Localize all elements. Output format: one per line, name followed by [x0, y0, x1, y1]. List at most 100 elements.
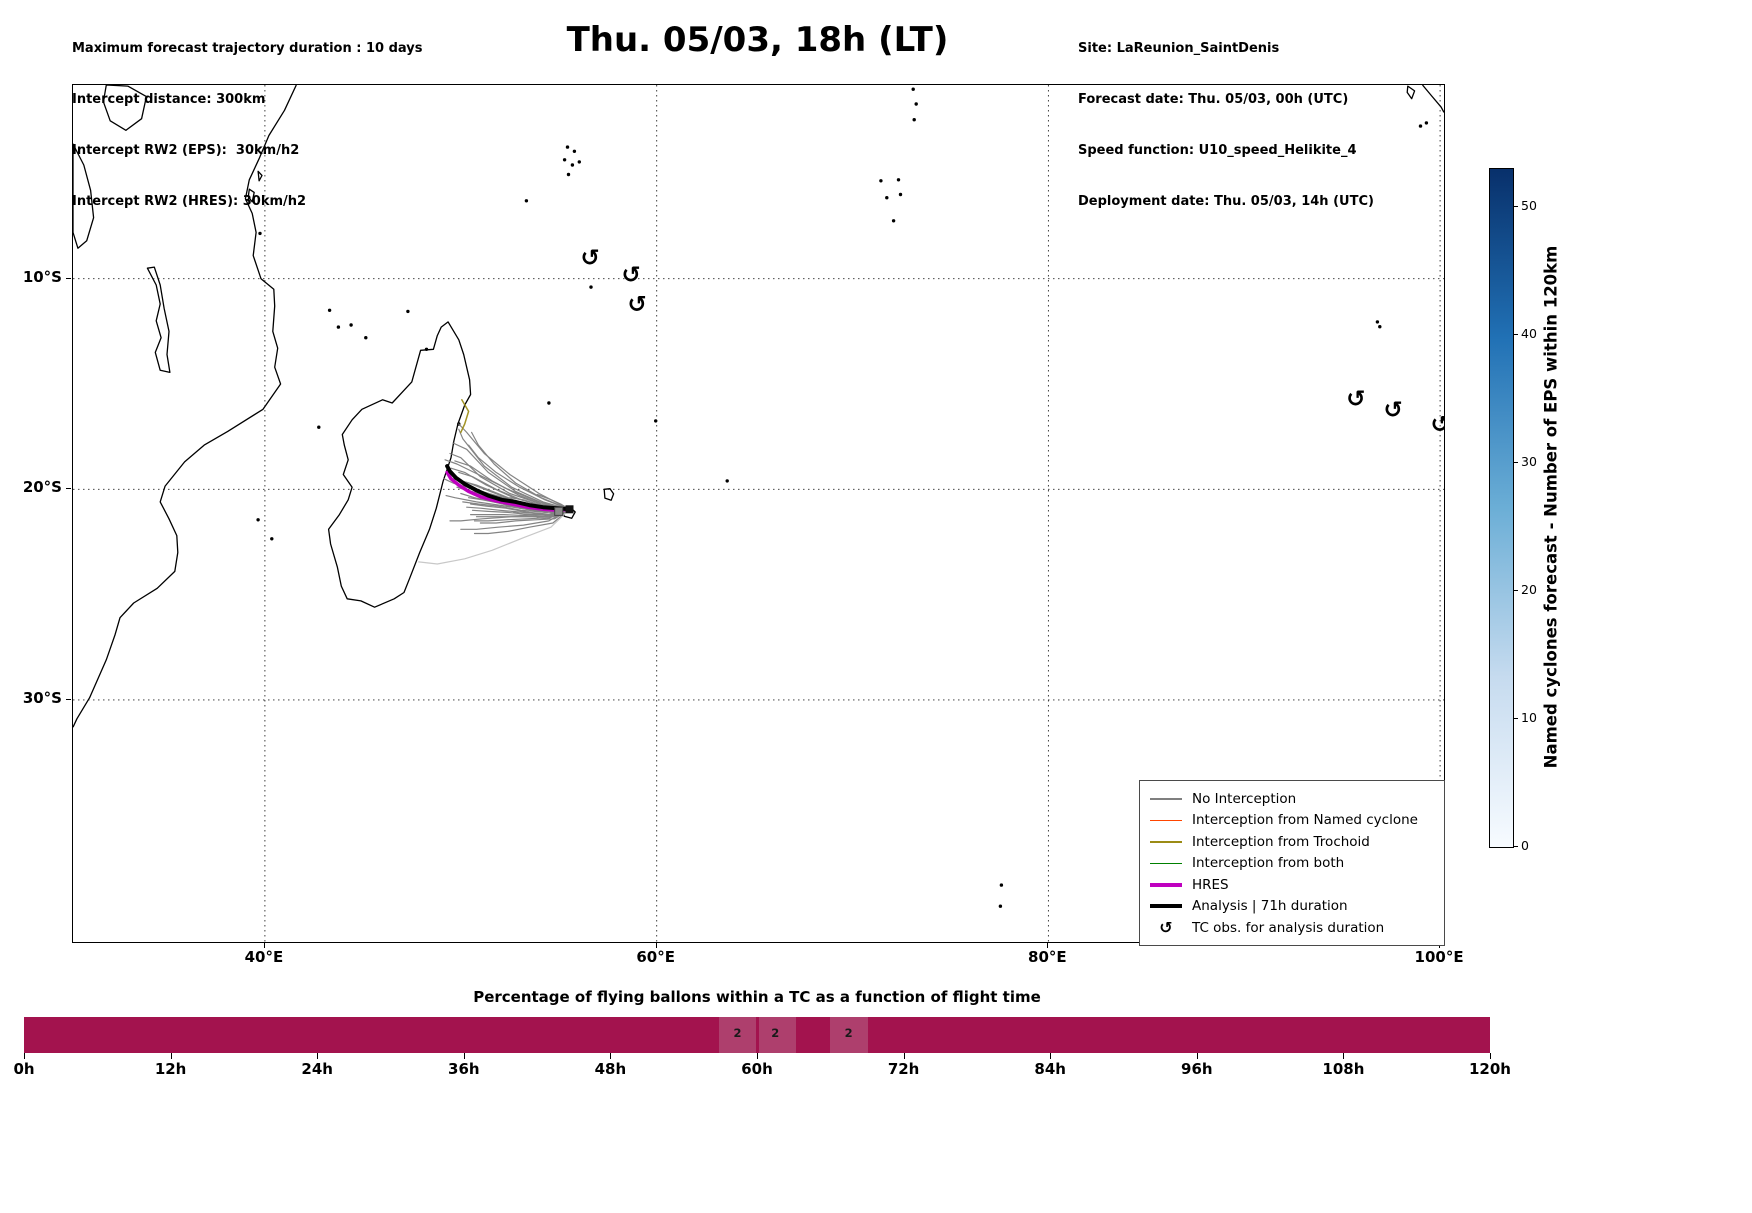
colorbar — [1489, 168, 1514, 848]
legend-item: HRES — [1150, 874, 1434, 896]
y-tick-label: 10°S — [22, 267, 62, 286]
setting-intercept-distance: Intercept distance: 300km — [72, 92, 266, 107]
page-title: Thu. 05/03, 18h (LT) — [566, 20, 949, 60]
tc-encounter-segment — [830, 1017, 869, 1053]
bottom-axis-tick — [610, 1053, 612, 1059]
colorbar-tick — [1513, 589, 1518, 591]
bottom-chart-title: Percentage of flying ballons within a TC… — [473, 988, 1041, 1006]
map-legend: No Interception Interception from Named c… — [1139, 780, 1445, 946]
series-analysis-71h-duration — [445, 464, 572, 512]
colorbar-label: Named cyclones forecast - Number of EPS … — [1541, 245, 1561, 769]
tc-encounter-segment — [759, 1017, 797, 1053]
tc-symbol: ↺ — [622, 263, 641, 289]
bottom-axis-tick-label: 84h — [1034, 1060, 1066, 1078]
colorbar-tick-label: 50 — [1521, 198, 1537, 214]
legend-item: No Interception — [1150, 788, 1434, 810]
x-tick-label: 60°E — [636, 948, 675, 966]
coastlines — [73, 85, 1444, 728]
percentage-annotation: 2 — [771, 1026, 780, 1040]
colorbar-tick — [1513, 205, 1518, 207]
y-tick-label: 30°S — [22, 688, 62, 707]
y-axis-tick — [65, 488, 71, 490]
x-axis-tick — [1047, 942, 1049, 948]
bottom-axis-tick — [757, 1053, 758, 1059]
run-settings-block: Maximum forecast trajectory duration : 1… — [72, 6, 423, 244]
info-speed-function: Speed function: U10_speed_Helikite_4 — [1078, 143, 1357, 158]
legend-line-sample — [1150, 841, 1182, 843]
colorbar-tick — [1513, 845, 1518, 847]
x-axis-tick — [655, 942, 657, 948]
tc-symbol: ↺ — [1383, 397, 1402, 423]
bottom-axis-tick-label: 0h — [13, 1060, 35, 1078]
legend-item: Interception from Named cyclone — [1150, 810, 1434, 832]
tc-symbol: ↺ — [627, 292, 646, 318]
series-no-interception-faint-member- — [418, 508, 571, 565]
colorbar-tick — [1513, 333, 1518, 335]
legend-item: Analysis | 71h duration — [1150, 896, 1434, 918]
colorbar-tick-label: 0 — [1521, 838, 1529, 853]
info-deployment-date: Deployment date: Thu. 05/03, 14h (UTC) — [1078, 194, 1374, 209]
legend-item-tc-obs: ↺ TC obs. for analysis duration — [1150, 917, 1434, 939]
setting-duration: Maximum forecast trajectory duration : 1… — [72, 41, 423, 56]
colorbar-tick-label: 20 — [1521, 582, 1537, 598]
legend-item-label: Interception from Named cyclone — [1192, 812, 1418, 829]
colorbar-tick — [1513, 717, 1518, 719]
gridlines — [73, 85, 1444, 942]
bottom-axis-tick — [1050, 1053, 1052, 1059]
secondary-marker — [554, 506, 564, 516]
percentage-annotation: 2 — [733, 1026, 742, 1040]
series-hres — [445, 470, 572, 513]
legend-line-sample — [1150, 819, 1182, 821]
legend-line-sample — [1150, 904, 1182, 909]
tc-symbol-icon: ↺ — [1159, 917, 1173, 937]
info-forecast-date: Forecast date: Thu. 05/03, 00h (UTC) — [1078, 92, 1349, 107]
legend-item: Interception from Trochoid — [1150, 831, 1434, 853]
legend-line-sample — [1150, 882, 1182, 887]
bottom-axis-tick — [903, 1053, 905, 1059]
legend-item-label: TC obs. for analysis duration — [1192, 919, 1385, 936]
bottom-axis-tick — [1343, 1053, 1345, 1059]
legend-item-label: Interception from both — [1192, 855, 1345, 872]
map-canvas: ↺ ↺ ↺ ↺ ↺ ↺ — [73, 85, 1444, 942]
legend-line-sample — [1150, 798, 1182, 800]
y-axis-tick — [65, 277, 71, 279]
bottom-axis-tick-label: 108h — [1322, 1060, 1365, 1078]
bottom-axis-tick — [24, 1053, 25, 1059]
y-axis-tick — [65, 698, 71, 700]
y-tick-label: 20°S — [22, 478, 62, 497]
colorbar-tick — [1513, 461, 1518, 463]
small-island-dots — [256, 87, 1429, 908]
bottom-axis-tick-label: 48h — [594, 1060, 627, 1078]
bottom-axis-tick-label: 12h — [154, 1060, 187, 1078]
bottom-axis-tick-label: 60h — [741, 1060, 773, 1078]
colorbar-gradient — [1490, 169, 1513, 847]
bottom-axis-tick-label: 96h — [1181, 1060, 1213, 1078]
bottom-axis-tick-label: 24h — [301, 1060, 333, 1078]
bottom-axis-tick-label: 36h — [448, 1060, 480, 1078]
deployment-marker — [565, 505, 574, 514]
colorbar-tick-label: 10 — [1521, 710, 1537, 726]
series-interception-from-trochoid — [460, 399, 470, 434]
setting-rw2-hres: Intercept RW2 (HRES): 30km/h2 — [72, 194, 307, 209]
colorbar-tick-label: 40 — [1521, 326, 1537, 342]
info-site: Site: LaReunion_SaintDenis — [1078, 41, 1280, 56]
legend-item: Interception from both — [1150, 853, 1434, 875]
trajectory-map: ↺ ↺ ↺ ↺ ↺ ↺ — [72, 84, 1445, 943]
bottom-axis-tick — [463, 1053, 465, 1059]
tc-symbol: ↺ — [1346, 387, 1365, 413]
bottom-axis-tick — [317, 1053, 319, 1059]
bottom-chart: 2 2 2 — [24, 1017, 1490, 1053]
site-info-block: Site: LaReunion_SaintDenis Forecast date… — [1078, 6, 1374, 244]
legend-item-label: HRES — [1192, 876, 1229, 893]
bottom-axis-tick-label: 120h — [1469, 1060, 1511, 1078]
series-no-interception — [443, 423, 571, 535]
percentage-annotation: 2 — [844, 1026, 853, 1040]
setting-rw2-eps: Intercept RW2 (EPS): 30km/h2 — [72, 143, 300, 158]
x-tick-label: 80°E — [1028, 948, 1067, 966]
bottom-axis-tick — [1490, 1053, 1491, 1059]
tc-obs-symbols: ↺ ↺ ↺ ↺ ↺ ↺ — [580, 246, 1444, 438]
flight-time-bar — [24, 1017, 1490, 1053]
bottom-axis-tick — [1196, 1053, 1198, 1059]
legend-item-label: No Interception — [1192, 790, 1297, 807]
